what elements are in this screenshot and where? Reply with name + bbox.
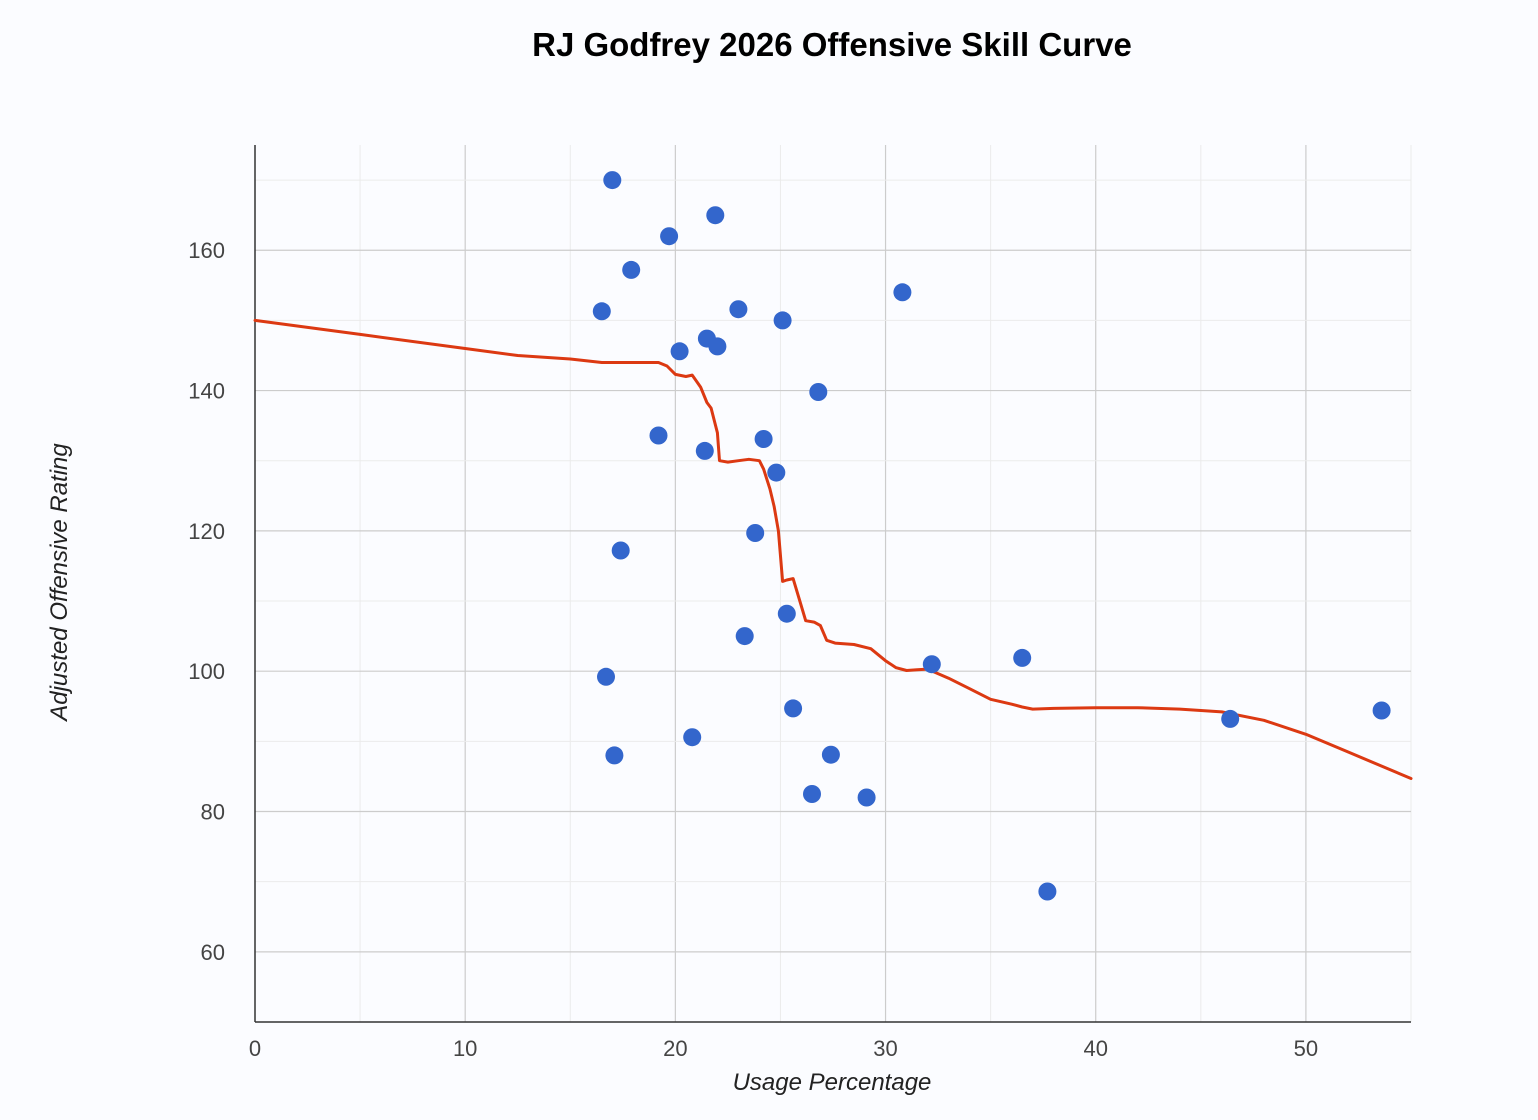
data-point[interactable] — [592, 302, 611, 321]
data-point[interactable] — [754, 430, 773, 448]
data-point[interactable] — [670, 342, 689, 361]
data-point[interactable] — [893, 283, 912, 302]
y-tick-label: 80 — [201, 800, 225, 825]
data-point[interactable] — [1372, 701, 1391, 720]
data-point[interactable] — [603, 171, 622, 190]
data-point[interactable] — [1038, 882, 1057, 901]
x-tick-label: 10 — [453, 1036, 477, 1061]
data-point[interactable] — [695, 441, 714, 460]
data-point[interactable] — [922, 655, 941, 674]
data-point[interactable] — [611, 541, 630, 560]
data-point[interactable] — [746, 524, 765, 542]
data-point[interactable] — [735, 627, 754, 646]
data-point[interactable] — [708, 337, 727, 356]
x-tick-label: 50 — [1294, 1036, 1318, 1061]
axes — [254, 145, 1411, 1023]
data-point[interactable] — [660, 227, 679, 246]
chart-title: RJ Godfrey 2026 Offensive Skill Curve — [532, 26, 1132, 63]
data-point[interactable] — [784, 699, 803, 718]
y-tick-label: 160 — [188, 238, 225, 263]
y-tick-label: 140 — [188, 379, 225, 404]
trend-curve — [253, 318, 1413, 780]
data-point[interactable] — [857, 788, 876, 807]
y-tick-label: 60 — [201, 940, 225, 965]
y-tick-label: 100 — [188, 659, 225, 684]
data-point[interactable] — [773, 311, 792, 330]
x-tick-label: 30 — [873, 1036, 897, 1061]
data-point[interactable] — [706, 206, 725, 225]
x-tick-label: 0 — [249, 1036, 261, 1061]
x-tick-label: 40 — [1083, 1036, 1107, 1061]
data-point[interactable] — [729, 300, 748, 319]
tick-labels: 0 10 20 30 40 50 60 80 100 120 140 160 — [188, 238, 1318, 1061]
data-point[interactable] — [597, 667, 615, 686]
data-point[interactable] — [1221, 709, 1240, 728]
data-point[interactable] — [821, 745, 840, 764]
data-point[interactable] — [803, 785, 821, 803]
data-point[interactable] — [622, 260, 641, 279]
data-point[interactable] — [767, 463, 786, 482]
curve-layer — [253, 318, 1413, 780]
data-point[interactable] — [777, 604, 796, 623]
data-point[interactable] — [605, 746, 624, 765]
y-axis-title: Adjusted Offensive Rating — [46, 443, 73, 723]
data-point[interactable] — [1013, 648, 1032, 667]
data-point[interactable] — [683, 728, 702, 747]
x-tick-label: 20 — [663, 1036, 687, 1061]
data-point[interactable] — [649, 426, 668, 445]
points-layer — [592, 171, 1391, 901]
grid — [255, 145, 1412, 1023]
data-point[interactable] — [809, 383, 828, 401]
y-tick-label: 120 — [188, 519, 225, 544]
x-axis-title: Usage Percentage — [733, 1069, 932, 1096]
